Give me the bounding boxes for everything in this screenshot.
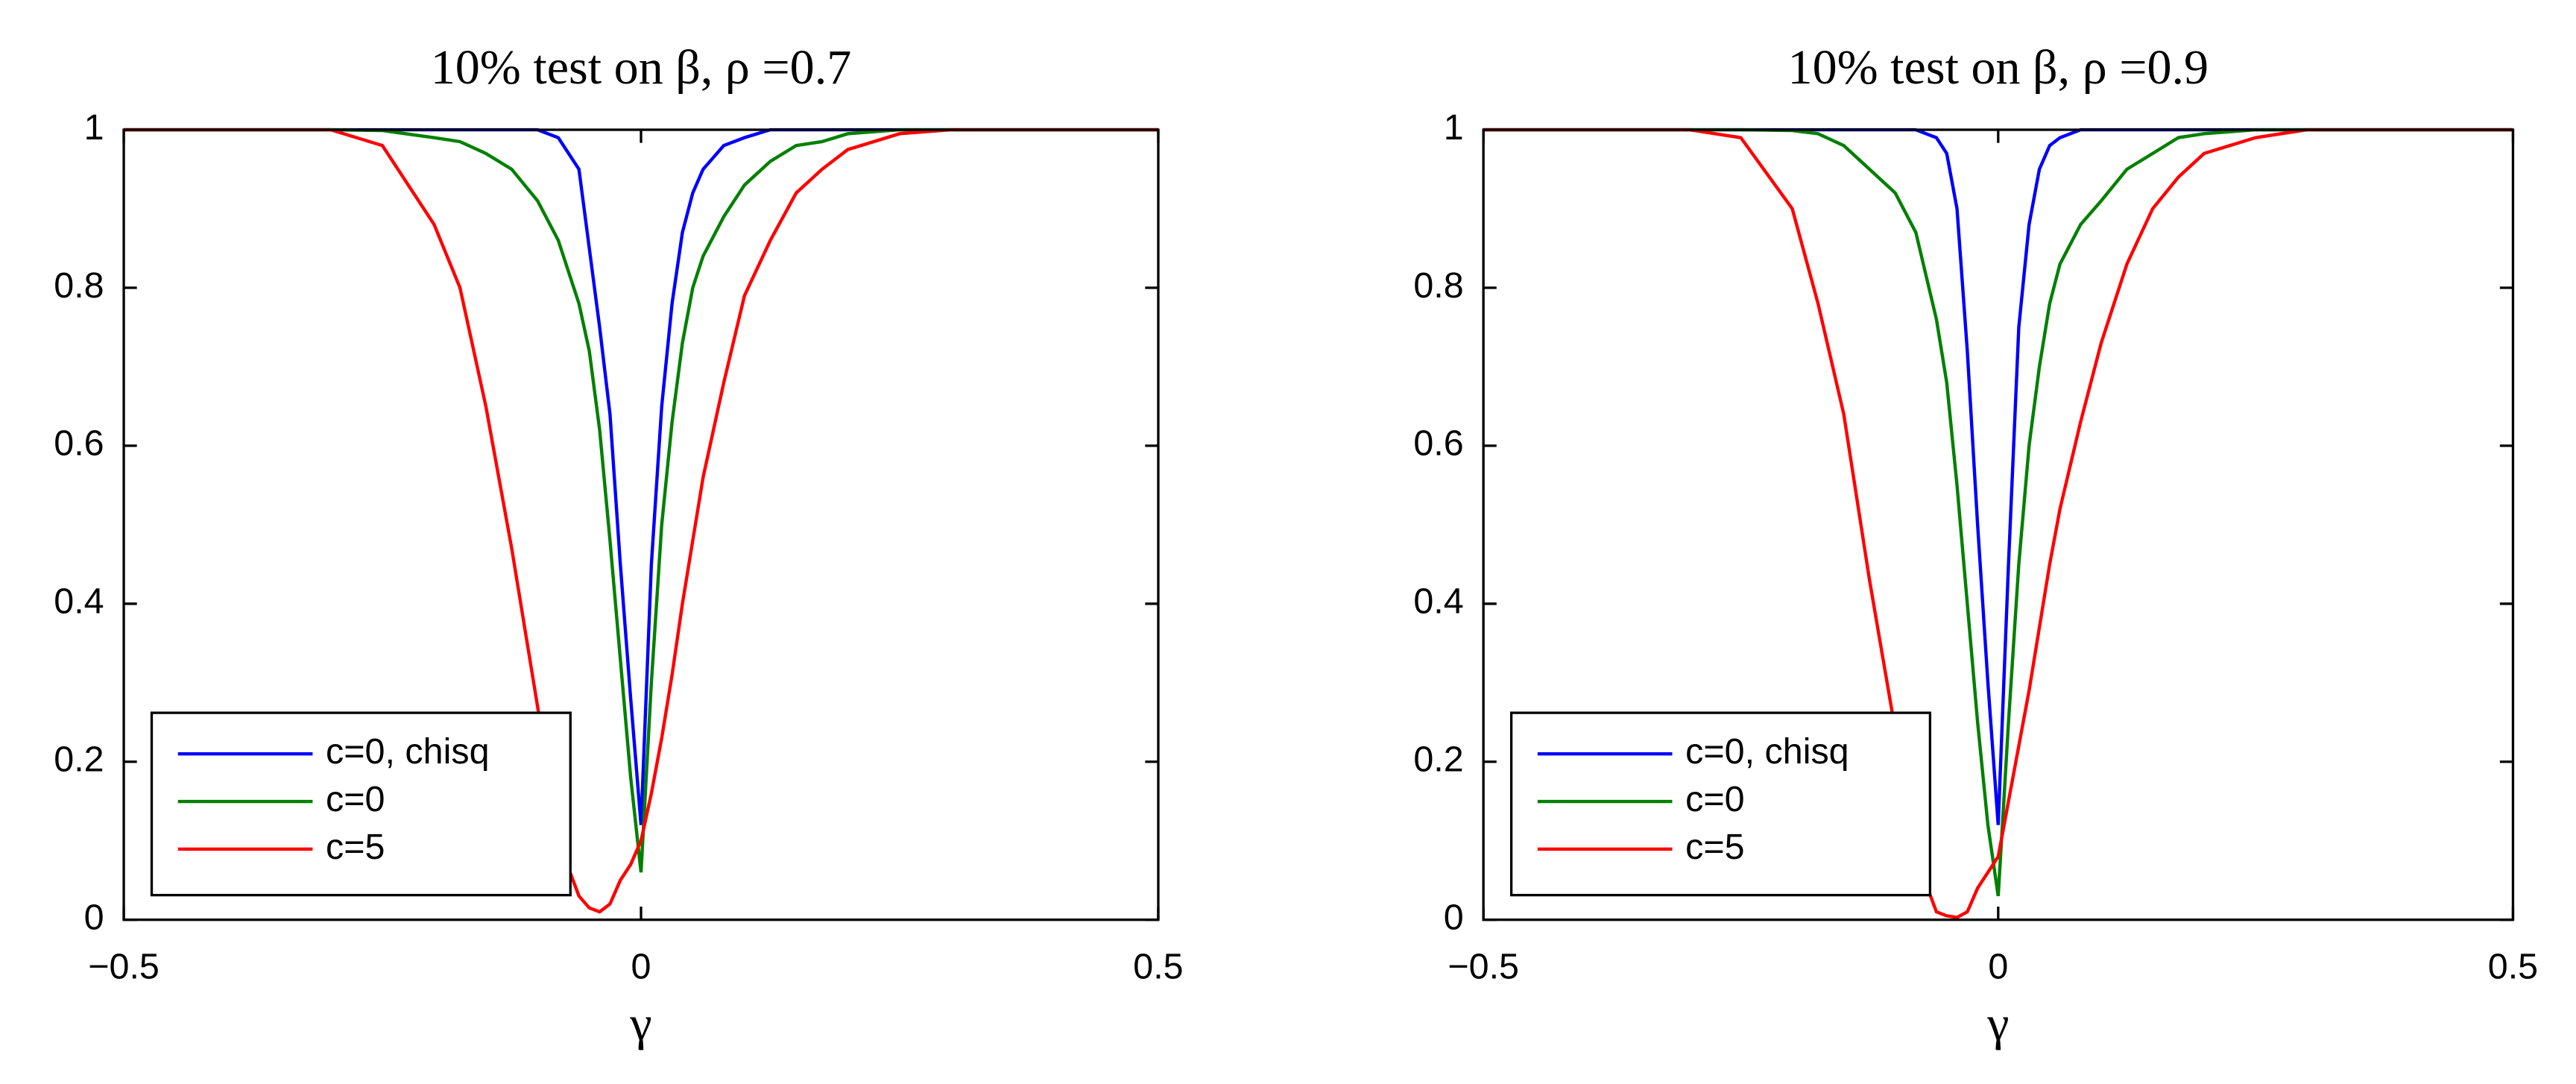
y-tick-label: 0.6 xyxy=(54,423,104,464)
y-tick-label: 0.4 xyxy=(1413,582,1463,622)
legend-box xyxy=(1509,711,1932,897)
x-tick-label: 0 xyxy=(1988,947,2008,987)
data-line xyxy=(1483,127,2513,919)
legend-label: c=0, chisq xyxy=(1685,731,1849,772)
y-tick-label: 0.6 xyxy=(1413,423,1463,464)
legend-label: c=5 xyxy=(1685,827,1744,867)
x-tick-label: −0.5 xyxy=(1448,947,1519,987)
y-tick-label: 0.2 xyxy=(54,740,104,780)
legend-label: c=0 xyxy=(1685,779,1744,819)
data-line xyxy=(124,127,1158,914)
x-tick-label: 0.5 xyxy=(2488,947,2538,987)
legend-label: c=5 xyxy=(326,827,385,867)
x-axis-label: γ xyxy=(629,996,651,1050)
y-tick-label: 0.2 xyxy=(1413,740,1463,780)
y-tick-label: 0 xyxy=(1444,897,1464,937)
x-tick-label: 0 xyxy=(631,947,651,987)
data-line xyxy=(124,127,1158,873)
x-axis-label: γ xyxy=(1986,996,2009,1050)
y-tick-label: 0.8 xyxy=(1413,265,1463,306)
legend-label: c=0 xyxy=(326,779,385,819)
y-tick-label: 1 xyxy=(1444,107,1464,148)
x-tick-label: 0.5 xyxy=(1133,947,1183,987)
x-tick-label: −0.5 xyxy=(88,947,160,987)
axes-frame xyxy=(122,128,1160,921)
data-line xyxy=(1483,127,2513,897)
legend-box xyxy=(150,711,572,897)
axes-frame xyxy=(1482,128,2515,921)
y-tick-label: 0 xyxy=(84,897,104,937)
chart-title: 10% test on β, ρ =0.9 xyxy=(1788,40,2209,95)
legend-label: c=0, chisq xyxy=(326,731,490,772)
chart-title: 10% test on β, ρ =0.7 xyxy=(431,40,852,95)
y-tick-label: 0.4 xyxy=(54,582,104,622)
y-tick-label: 1 xyxy=(84,107,104,148)
y-tick-label: 0.8 xyxy=(54,265,104,306)
